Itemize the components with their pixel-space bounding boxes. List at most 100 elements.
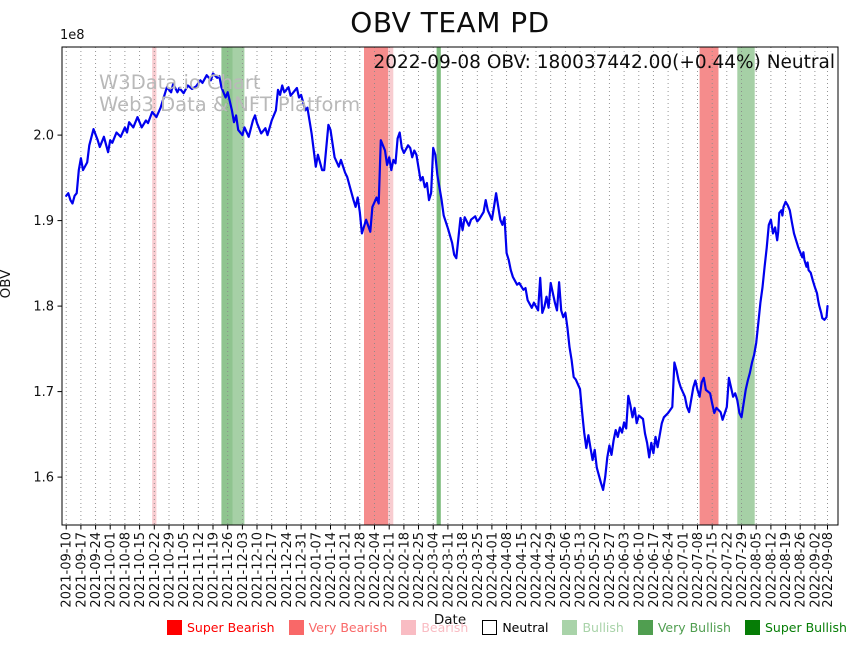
legend-label: Very Bearish bbox=[308, 620, 388, 635]
legend-swatch-very-bearish bbox=[288, 620, 304, 635]
svg-text:2022-07-01: 2022-07-01 bbox=[676, 532, 691, 608]
watermark: W3Data.io Chart Web3 Data & NFT Platform bbox=[99, 72, 360, 116]
legend-swatch-super-bullish bbox=[744, 620, 760, 635]
band-bullish bbox=[737, 47, 755, 525]
signal-bands bbox=[152, 47, 755, 525]
svg-text:2022-07-29: 2022-07-29 bbox=[735, 532, 750, 608]
legend-item-very-bearish: Very Bearish bbox=[288, 620, 388, 635]
legend-swatch-very-bullish bbox=[637, 620, 653, 635]
chart-title: OBV TEAM PD bbox=[350, 6, 550, 39]
svg-text:2021-10-15: 2021-10-15 bbox=[133, 532, 148, 608]
svg-text:2021-11-19: 2021-11-19 bbox=[207, 532, 222, 608]
svg-text:2021-09-17: 2021-09-17 bbox=[74, 532, 89, 608]
svg-text:2021-10-01: 2021-10-01 bbox=[104, 532, 119, 608]
svg-text:2022-08-12: 2022-08-12 bbox=[764, 532, 779, 608]
svg-text:1.7: 1.7 bbox=[33, 385, 54, 400]
legend-swatch-super-bearish bbox=[167, 620, 182, 635]
svg-text:2021-10-22: 2021-10-22 bbox=[148, 532, 163, 608]
obv-line bbox=[65, 72, 829, 491]
svg-text:2022-04-08: 2022-04-08 bbox=[500, 532, 515, 608]
svg-text:2022-04-15: 2022-04-15 bbox=[515, 532, 530, 608]
legend-item-super-bullish: Super Bullish bbox=[744, 620, 847, 635]
svg-text:2021-11-26: 2021-11-26 bbox=[221, 532, 236, 608]
svg-text:2021-12-17: 2021-12-17 bbox=[265, 532, 280, 608]
svg-text:2022-02-25: 2022-02-25 bbox=[412, 532, 427, 608]
plot-border bbox=[61, 46, 839, 526]
svg-text:2022-03-11: 2022-03-11 bbox=[441, 532, 456, 608]
svg-text:1.9: 1.9 bbox=[33, 214, 54, 229]
legend-label: Bullish bbox=[582, 620, 624, 635]
latest-value-annotation: 2022-09-08 OBV: 180037442.00(+0.44%) Neu… bbox=[373, 52, 835, 73]
band-bearish bbox=[152, 47, 157, 525]
svg-text:2022-05-27: 2022-05-27 bbox=[603, 532, 618, 608]
svg-text:2022-04-01: 2022-04-01 bbox=[485, 532, 500, 608]
x-axis-title: Date bbox=[433, 612, 467, 628]
svg-text:2022-05-13: 2022-05-13 bbox=[574, 532, 589, 608]
svg-text:2022-01-14: 2022-01-14 bbox=[324, 532, 339, 608]
legend-swatch-neutral bbox=[482, 620, 498, 635]
svg-text:2021-12-31: 2021-12-31 bbox=[295, 532, 310, 608]
svg-text:2022-04-22: 2022-04-22 bbox=[530, 532, 545, 608]
svg-text:2022-09-02: 2022-09-02 bbox=[808, 532, 823, 608]
watermark-line2: Web3 Data & NFT Platform bbox=[99, 93, 361, 116]
band-bearish bbox=[388, 47, 394, 525]
svg-text:2022-08-26: 2022-08-26 bbox=[794, 532, 809, 608]
svg-text:2021-09-24: 2021-09-24 bbox=[89, 532, 104, 608]
band-very-bearish bbox=[364, 47, 389, 525]
band-very-bullish bbox=[436, 47, 441, 525]
x-tick-labels: 2021-09-10 2021-09-17 2021-09-24 2021-10-01… bbox=[60, 532, 836, 608]
svg-text:1.6: 1.6 bbox=[33, 471, 54, 486]
legend-item-super-bearish: Super Bearish bbox=[167, 620, 275, 635]
svg-text:1.8: 1.8 bbox=[33, 300, 54, 315]
svg-text:2021-12-03: 2021-12-03 bbox=[236, 532, 251, 608]
y-axis-offset-label: 1e8 bbox=[60, 28, 85, 43]
svg-text:2022-03-18: 2022-03-18 bbox=[456, 532, 471, 608]
svg-text:2022-06-10: 2022-06-10 bbox=[632, 532, 647, 608]
svg-text:2022-08-05: 2022-08-05 bbox=[750, 532, 765, 608]
svg-text:2021-09-10: 2021-09-10 bbox=[60, 532, 75, 608]
svg-text:2022-01-28: 2022-01-28 bbox=[353, 532, 368, 608]
y-axis-title: OBV bbox=[0, 269, 14, 299]
band-very-bullish bbox=[221, 47, 233, 525]
svg-text:2022-02-18: 2022-02-18 bbox=[397, 532, 412, 608]
svg-text:2022-07-22: 2022-07-22 bbox=[720, 532, 735, 608]
legend-swatch-bullish bbox=[562, 620, 578, 635]
legend-item-neutral: Neutral bbox=[482, 620, 548, 635]
band-bullish bbox=[232, 47, 245, 525]
svg-text:2022-02-11: 2022-02-11 bbox=[383, 532, 398, 608]
legend-label: Super Bullish bbox=[764, 620, 847, 635]
svg-text:2021-10-29: 2021-10-29 bbox=[163, 532, 178, 608]
svg-text:2022-07-15: 2022-07-15 bbox=[706, 532, 721, 608]
svg-text:2022-07-08: 2022-07-08 bbox=[691, 532, 706, 608]
svg-text:2022-04-29: 2022-04-29 bbox=[544, 532, 559, 608]
y-tick-labels: 1.6 1.7 1.8 1.9 2.0 bbox=[33, 129, 54, 486]
band-very-bearish bbox=[699, 47, 719, 525]
legend-item-bearish: Bearish bbox=[401, 620, 468, 635]
svg-text:2021-11-12: 2021-11-12 bbox=[192, 532, 207, 608]
svg-text:2.0: 2.0 bbox=[33, 129, 54, 144]
svg-text:2021-10-08: 2021-10-08 bbox=[118, 532, 133, 608]
svg-text:2022-03-25: 2022-03-25 bbox=[471, 532, 486, 608]
svg-text:2022-06-03: 2022-06-03 bbox=[618, 532, 633, 608]
svg-text:2022-09-08: 2022-09-08 bbox=[821, 532, 836, 608]
svg-text:2022-01-07: 2022-01-07 bbox=[309, 532, 324, 608]
svg-text:2022-06-24: 2022-06-24 bbox=[662, 532, 677, 608]
svg-text:2022-03-04: 2022-03-04 bbox=[427, 532, 442, 608]
svg-text:2022-06-17: 2022-06-17 bbox=[647, 532, 662, 608]
svg-text:2021-12-24: 2021-12-24 bbox=[280, 532, 295, 608]
svg-text:2022-05-20: 2022-05-20 bbox=[588, 532, 603, 608]
legend: Super Bearish Very Bearish Bearish Neutral B… bbox=[167, 620, 847, 635]
legend-item-bullish: Bullish bbox=[562, 620, 624, 635]
svg-text:2022-05-06: 2022-05-06 bbox=[559, 532, 574, 608]
legend-label: Bearish bbox=[421, 620, 469, 635]
svg-text:2021-11-05: 2021-11-05 bbox=[177, 532, 192, 608]
legend-label: Super Bearish bbox=[187, 620, 275, 635]
x-ticks bbox=[65, 525, 828, 530]
legend-item-very-bullish: Very Bullish bbox=[637, 620, 731, 635]
legend-swatch-bearish bbox=[401, 620, 417, 635]
y-ticks bbox=[57, 134, 62, 478]
watermark-line1: W3Data.io Chart bbox=[99, 71, 261, 94]
svg-text:2021-12-10: 2021-12-10 bbox=[251, 532, 266, 608]
